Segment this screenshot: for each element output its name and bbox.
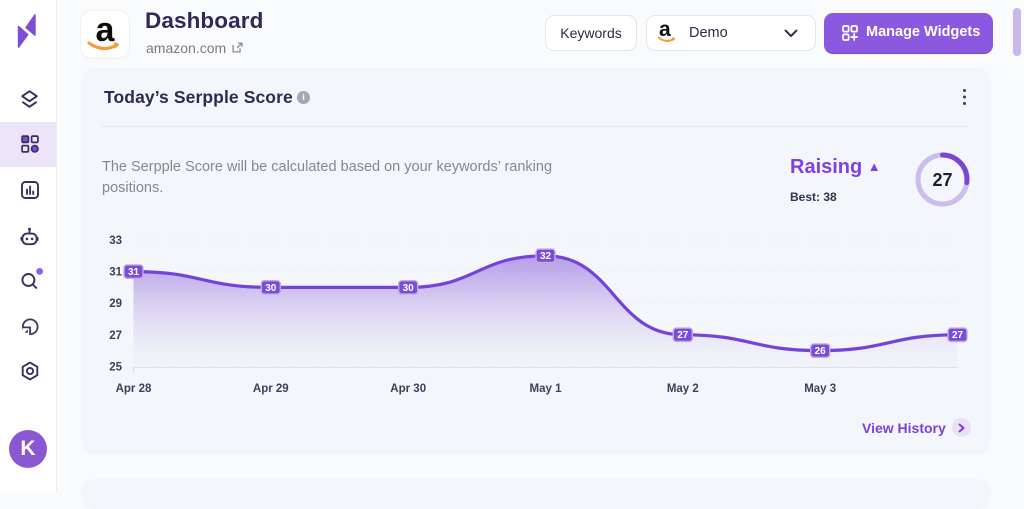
svg-text:Apr 30: Apr 30 <box>390 383 426 395</box>
svg-text:27: 27 <box>932 170 952 190</box>
svg-text:Apr 28: Apr 28 <box>116 383 152 395</box>
svg-text:31: 31 <box>109 267 122 279</box>
svg-text:30: 30 <box>403 283 415 294</box>
svg-text:May 3: May 3 <box>804 383 836 395</box>
svg-text:27: 27 <box>109 330 122 342</box>
svg-text:30: 30 <box>265 283 277 294</box>
svg-text:32: 32 <box>540 251 552 262</box>
svg-text:May 1: May 1 <box>530 383 563 395</box>
svg-text:27: 27 <box>677 330 689 341</box>
svg-text:31: 31 <box>128 267 140 278</box>
svg-text:Apr 29: Apr 29 <box>253 383 289 395</box>
svg-text:27: 27 <box>952 330 964 341</box>
svg-text:29: 29 <box>109 298 122 310</box>
svg-text:33: 33 <box>109 235 122 247</box>
svg-text:May 2: May 2 <box>667 383 699 395</box>
svg-text:25: 25 <box>109 361 122 373</box>
svg-text:26: 26 <box>815 346 827 357</box>
